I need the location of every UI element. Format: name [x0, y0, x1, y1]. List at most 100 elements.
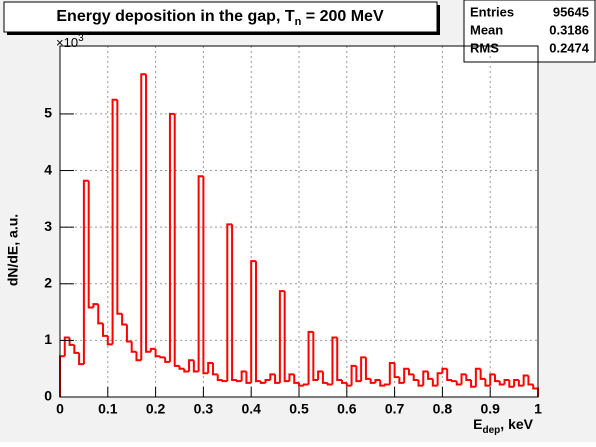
histogram-bin — [427, 371, 433, 380]
histogram-bin — [369, 378, 376, 384]
y-tick-label: 1 — [44, 331, 52, 347]
x-tick-label: 0.4 — [241, 401, 261, 417]
histogram-bin — [341, 380, 347, 384]
histogram-bin — [121, 313, 127, 326]
histogram-bin — [211, 363, 218, 376]
stats-value: 95645 — [553, 4, 589, 19]
histogram-bin — [345, 382, 352, 387]
histogram-bin — [460, 373, 467, 385]
histogram-bin — [111, 98, 118, 345]
histogram-bin — [379, 380, 386, 387]
histogram-bin — [106, 335, 113, 346]
histogram-bin — [493, 374, 500, 383]
histogram-bin — [154, 348, 161, 358]
histogram-bin — [302, 383, 309, 386]
x-tick-label: 0.1 — [98, 401, 118, 417]
histogram-bin — [412, 374, 419, 382]
y-tick-label: 3 — [44, 218, 52, 234]
stats-label: Mean — [470, 22, 503, 37]
histogram-bin — [450, 380, 457, 383]
histogram-bin — [269, 373, 276, 381]
histogram-bin — [82, 179, 89, 365]
histogram-bin — [479, 368, 486, 380]
histogram-bin — [168, 112, 175, 362]
stats-box — [463, 0, 596, 63]
histogram-bin — [73, 344, 80, 354]
histogram-bin — [216, 374, 223, 382]
histogram-bin — [489, 373, 495, 386]
histogram-bin — [317, 370, 323, 381]
stats-value: 0.3186 — [549, 22, 589, 37]
histogram-bin — [312, 331, 319, 382]
histogram-bin — [293, 374, 299, 384]
histogram-bin — [192, 360, 199, 373]
histogram-bin — [254, 261, 261, 383]
histogram-bin — [240, 370, 247, 382]
histogram-bin — [221, 380, 228, 383]
histogram-bin — [484, 378, 491, 387]
histogram-bin — [97, 304, 104, 325]
histogram-bin — [417, 380, 424, 387]
histogram-bin — [278, 290, 285, 383]
x-tick-label: 0.6 — [337, 401, 357, 417]
histogram-bin — [264, 379, 271, 383]
histogram-bin — [374, 379, 381, 383]
histogram-bin — [508, 380, 515, 388]
histogram-bin — [231, 224, 237, 382]
histogram-bin — [517, 380, 524, 387]
histogram-bin — [135, 351, 142, 362]
y-tick-label: 2 — [44, 274, 52, 290]
histogram-bin — [125, 324, 132, 343]
histogram-bin — [145, 74, 151, 353]
histogram-bin — [326, 382, 333, 386]
histogram-bin — [355, 365, 362, 383]
histogram-bin — [336, 337, 343, 382]
histogram-bin — [78, 352, 84, 366]
histogram-bin — [360, 356, 366, 382]
histogram-bin — [498, 381, 505, 386]
histogram-bin — [503, 379, 510, 385]
histogram-bin — [465, 374, 472, 382]
histogram-bin — [307, 330, 314, 385]
histogram-bin — [388, 362, 395, 385]
histogram-bin — [245, 371, 252, 384]
histogram-bin — [202, 176, 209, 375]
histogram-bin — [226, 223, 233, 382]
histogram-bin — [436, 372, 443, 386]
x-tick-label: 1 — [534, 401, 542, 417]
histogram-bin — [173, 113, 180, 367]
histogram-bin — [178, 365, 185, 370]
histogram-bin — [288, 373, 295, 382]
histogram-bin — [259, 381, 266, 384]
y-multiplier: ×103 — [56, 33, 84, 51]
histogram-bin — [441, 367, 448, 374]
histogram-bin — [331, 336, 338, 385]
x-tick-label: 0 — [56, 401, 64, 417]
y-tick-label: 0 — [44, 388, 52, 404]
histogram-bin — [159, 356, 166, 359]
histogram-bin — [422, 370, 429, 386]
histogram-bin — [250, 260, 256, 383]
histogram-bin — [446, 368, 452, 382]
stats-value: 0.2474 — [549, 40, 590, 55]
stats-label: RMS — [470, 40, 499, 55]
histogram-bin — [431, 378, 438, 387]
histogram-bin — [149, 347, 156, 352]
y-tick-label: 5 — [44, 105, 52, 121]
histogram-bin — [470, 380, 476, 388]
histogram-bin — [116, 99, 123, 315]
histogram-bin — [527, 375, 534, 386]
x-tick-label: 0.5 — [289, 401, 309, 417]
histogram-bin — [513, 379, 519, 387]
histogram-bin — [63, 336, 70, 357]
histogram-bin — [130, 341, 137, 353]
histogram-bin — [283, 291, 290, 383]
histogram-bin — [455, 381, 462, 386]
histogram-bin — [298, 382, 304, 387]
histogram-bin — [92, 303, 99, 308]
x-axis-label: Edep, keV — [473, 416, 533, 436]
histogram-bin — [407, 368, 414, 376]
title-box — [3, 1, 438, 33]
histogram-bin — [207, 362, 213, 374]
